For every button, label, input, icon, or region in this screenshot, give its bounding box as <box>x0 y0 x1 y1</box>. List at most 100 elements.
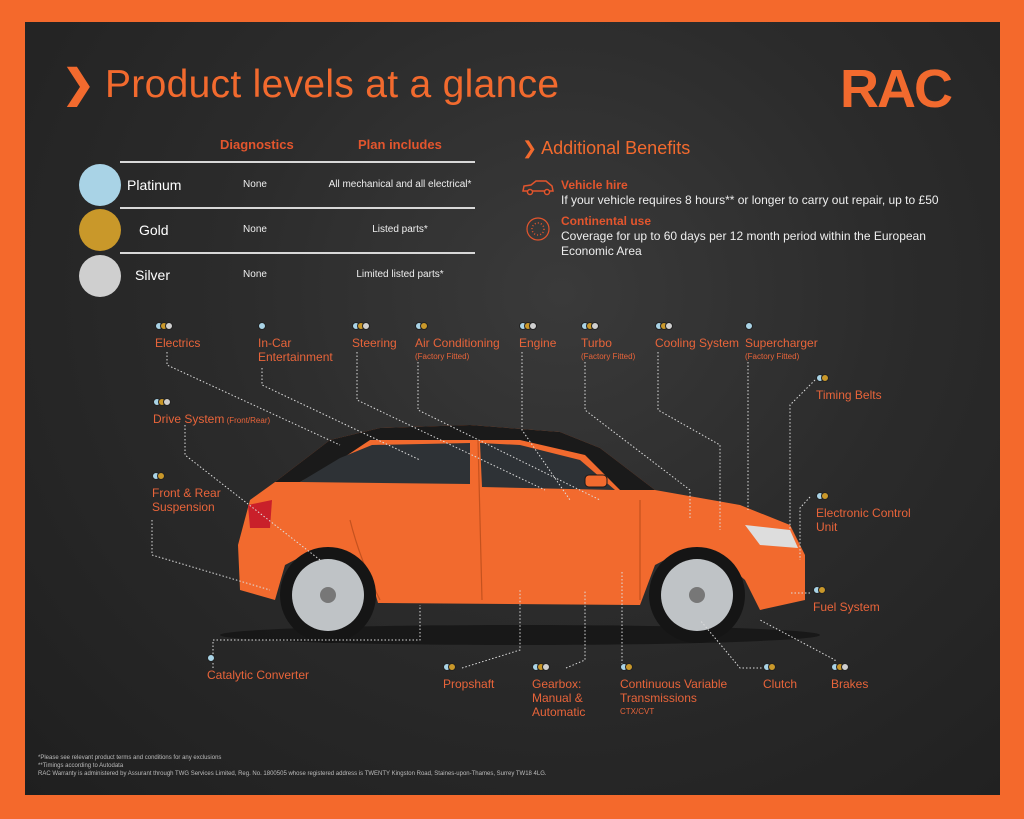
silver-dot-icon <box>529 322 537 330</box>
part-label: Propshaft <box>443 663 513 691</box>
tier-dots <box>532 663 602 671</box>
part-label: Gearbox: Manual & Automatic <box>532 663 602 719</box>
part-name: Electrics <box>155 336 201 350</box>
silver-dot-icon <box>163 398 171 406</box>
tier-dots <box>152 472 232 480</box>
part-note: (Factory Fitted) <box>415 352 470 361</box>
gold-dot-icon <box>448 663 456 671</box>
tier-dots <box>155 322 235 330</box>
silver-dot-icon <box>665 322 673 330</box>
tier-dots <box>655 322 743 330</box>
header-plan-includes: Plan includes <box>358 137 442 152</box>
silver-dot-icon <box>591 322 599 330</box>
part-name: Propshaft <box>443 677 495 691</box>
gold-swatch <box>79 209 121 251</box>
footnote: *Please see relevant product terms and c… <box>38 755 222 761</box>
gold-dot-icon <box>157 472 165 480</box>
tier-dots <box>620 663 740 671</box>
benefits-heading-text: Additional Benefits <box>541 138 691 158</box>
headlight <box>745 525 798 548</box>
part-note: CTX/CVT <box>620 707 655 716</box>
gold-dot-icon <box>821 492 829 500</box>
silver-dot-icon <box>542 663 550 671</box>
part-name: Cooling System <box>655 336 740 350</box>
tier-dots <box>258 322 338 330</box>
divider <box>120 207 475 209</box>
part-label: Fuel System <box>813 586 903 614</box>
car-roof <box>275 425 655 490</box>
eu-stars-icon <box>526 217 550 241</box>
platinum-dot-icon <box>258 322 266 330</box>
front-wheel <box>649 547 745 643</box>
part-name: Drive System <box>153 412 225 426</box>
part-label: Electrics <box>155 322 235 350</box>
silver-dot-icon <box>165 322 173 330</box>
footnotes: *Please see relevant product terms and c… <box>38 754 547 778</box>
diagnostics-cell: None <box>243 224 267 235</box>
part-label: Brakes <box>831 663 891 691</box>
car-windows <box>300 443 615 490</box>
divider <box>120 252 475 254</box>
benefits-heading: ❯ Additional Benefits <box>522 138 690 159</box>
chevron-right-icon: ❯ <box>62 63 95 106</box>
page-title: ❯ Product levels at a glance <box>62 62 559 107</box>
tier-dots <box>352 322 412 330</box>
part-name: Steering <box>352 336 397 350</box>
part-label: Steering <box>352 322 412 350</box>
part-label: Continuous Variable Transmissions CTX/CVT <box>620 663 740 719</box>
part-label: Cooling System <box>655 322 743 350</box>
benefit-title: Continental use <box>561 214 652 228</box>
part-name: Brakes <box>831 677 869 691</box>
gold-dot-icon <box>818 586 826 594</box>
diagnostics-cell: None <box>243 269 267 280</box>
part-label: Catalytic Converter <box>207 654 327 682</box>
tier-dots <box>816 492 916 500</box>
title-text: Product levels at a glance <box>104 63 560 106</box>
part-label: Air Conditioning (Factory Fitted) <box>415 322 515 364</box>
part-label: Timing Belts <box>816 374 906 402</box>
tier-platinum: Platinum <box>127 177 182 193</box>
taillight <box>248 500 272 528</box>
tier-dots <box>816 374 906 382</box>
part-label: In-Car Entertainment <box>258 322 338 364</box>
part-label: Front & Rear Suspension <box>152 472 232 514</box>
part-label: Clutch <box>763 663 818 691</box>
chevron-right-icon: ❯ <box>522 138 538 158</box>
platinum-dot-icon <box>207 654 215 662</box>
gold-dot-icon <box>420 322 428 330</box>
tier-dots <box>813 586 903 594</box>
platinum-dot-icon <box>745 322 753 330</box>
tier-dots <box>581 322 651 330</box>
part-label: Turbo (Factory Fitted) <box>581 322 651 364</box>
part-name: Turbo <box>581 336 612 350</box>
part-name: Continuous Variable Transmissions <box>620 677 728 705</box>
part-label: Electronic Control Unit <box>816 492 916 534</box>
car-icon <box>522 180 554 196</box>
benefit-text: If your vehicle requires 8 hours** or lo… <box>561 193 939 207</box>
gold-dot-icon <box>821 374 829 382</box>
footnote: RAC Warranty is administered by Assurant… <box>38 771 547 777</box>
tier-dots <box>153 398 293 406</box>
part-name: Engine <box>519 336 557 350</box>
part-name: Front & Rear Suspension <box>152 486 221 514</box>
footnote: **Timings according to Autodata <box>38 763 124 769</box>
tier-dots <box>443 663 513 671</box>
divider <box>120 161 475 163</box>
header-diagnostics: Diagnostics <box>220 137 294 152</box>
tier-dots <box>207 654 327 662</box>
tier-dots <box>519 322 574 330</box>
tier-dots <box>415 322 515 330</box>
rear-wheel <box>280 547 376 643</box>
part-name: Catalytic Converter <box>207 668 310 682</box>
part-name: Clutch <box>763 677 798 691</box>
silver-dot-icon <box>362 322 370 330</box>
car-panel-lines <box>349 439 641 601</box>
silver-dot-icon <box>841 663 849 671</box>
rac-logo: RAC <box>840 59 953 119</box>
plan-cell: All mechanical and all electrical* <box>328 179 472 190</box>
part-name: Electronic Control Unit <box>816 506 911 534</box>
gold-dot-icon <box>768 663 776 671</box>
part-label: Engine <box>519 322 574 350</box>
part-name: Air Conditioning <box>415 336 500 350</box>
tier-dots <box>745 322 835 330</box>
